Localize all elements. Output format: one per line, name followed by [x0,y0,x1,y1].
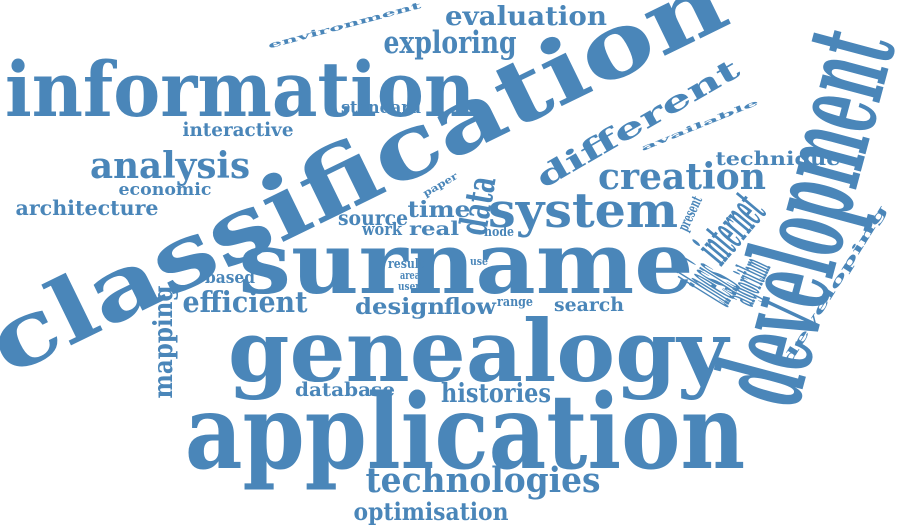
word-node: node [483,225,515,240]
word-evaluation: evaluation [445,1,607,32]
word-based: based [205,268,255,288]
word-genealogy: genealogy [227,302,729,402]
word-work: work [361,220,403,240]
word-use: use [469,254,489,268]
word-optimisation: optimisation [353,497,508,526]
word-surname: surname [238,214,693,314]
word-exploring: exploring [382,25,517,61]
word-user: user [398,279,420,293]
word-analysis: analysis [89,144,251,187]
word-application: application [184,373,746,493]
word-system: system [488,183,678,239]
word-technologies: technologies [364,461,601,501]
word-real: real [408,218,460,240]
word-information: information [4,45,476,134]
word-design: design [354,294,446,320]
word-creation: creation [598,155,766,198]
word-search: search [553,294,625,316]
word-range: range [497,295,533,310]
word-economic: economic [118,180,211,200]
word-architecture: architecture [14,195,159,220]
word-histories: histories [441,378,551,409]
word-standard: standard [341,98,421,118]
word-source: source [337,205,409,230]
word-time: time [407,197,470,223]
word-area: area [399,268,421,282]
word-interactive: interactive [181,119,294,141]
word-mapping: mapping [148,285,179,398]
word-efficient: efficient [181,285,308,319]
word-technique: technique [715,148,840,170]
word-flow: flow [443,294,497,320]
word-database: database [294,379,396,401]
word-result: result [387,257,425,272]
